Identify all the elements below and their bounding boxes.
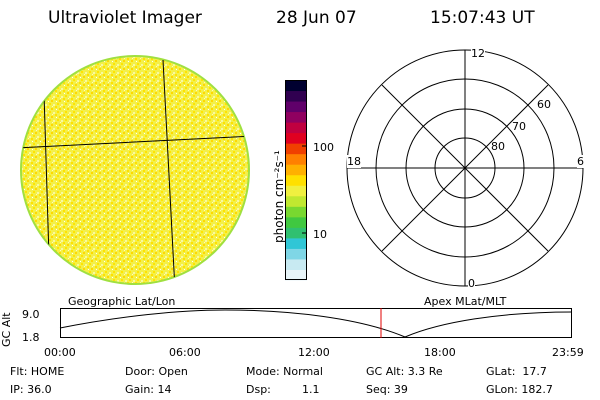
colorbar-unit-label: photon cm⁻²s⁻¹ bbox=[272, 150, 286, 243]
timeline-xtick: 00:00 bbox=[44, 346, 76, 359]
uv-earth-image bbox=[20, 55, 250, 285]
colorbar-segment bbox=[285, 269, 307, 281]
polar-plot bbox=[346, 49, 584, 287]
status-flt: Flt: HOME bbox=[10, 365, 65, 378]
colorbar-segment bbox=[285, 132, 307, 144]
instrument-title: Ultraviolet Imager bbox=[48, 8, 202, 28]
colorbar-frame bbox=[285, 80, 307, 280]
status-glat: GLat: 17.7 bbox=[486, 365, 547, 378]
colorbar-segment bbox=[285, 153, 307, 165]
colorbar-tick-10: 10 bbox=[313, 228, 327, 241]
status-dsp-value: 1.1 bbox=[302, 383, 320, 396]
timeline-title-geographic: Geographic Lat/Lon bbox=[68, 295, 176, 308]
status-seq: Seq: 39 bbox=[366, 383, 408, 396]
colorbar-segment bbox=[285, 227, 307, 239]
mlt-label-12: 12 bbox=[471, 47, 485, 60]
time-label: 15:07:43 UT bbox=[430, 8, 535, 28]
colorbar-tick-100: 100 bbox=[313, 141, 334, 154]
status-ip: IP: 36.0 bbox=[10, 383, 52, 396]
status-gc-alt: GC Alt: 3.3 Re bbox=[366, 365, 443, 378]
timeline-ytick-top: 9.0 bbox=[22, 308, 40, 321]
colorbar-segment bbox=[285, 164, 307, 176]
latitude-line bbox=[21, 135, 249, 149]
colorbar-segment bbox=[285, 216, 307, 228]
colorbar-segment bbox=[285, 90, 307, 102]
colorbar-segment bbox=[285, 237, 307, 249]
colorbar-segment bbox=[285, 122, 307, 134]
colorbar-segment bbox=[285, 101, 307, 113]
altitude-curve bbox=[59, 309, 573, 338]
timeline-xtick: 12:00 bbox=[298, 346, 330, 359]
mlt-label-18: 18 bbox=[347, 155, 361, 168]
mlt-label-0: 0 bbox=[468, 277, 475, 290]
colorbar-segment bbox=[285, 111, 307, 123]
date-label: 28 Jun 07 bbox=[276, 8, 357, 28]
timeline-title-apex: Apex MLat/MLT bbox=[424, 295, 507, 308]
colorbar-segment bbox=[285, 80, 307, 92]
timeline-xtick: 06:00 bbox=[169, 346, 201, 359]
lat-label-60: 60 bbox=[537, 98, 551, 111]
timeline-ylabel: GC Alt bbox=[0, 312, 13, 347]
colorbar-segment bbox=[285, 185, 307, 197]
status-glon: GLon: 182.7 bbox=[486, 383, 553, 396]
status-door: Door: Open bbox=[125, 365, 188, 378]
timeline-xtick: 18:00 bbox=[424, 346, 456, 359]
colorbar-segment bbox=[285, 258, 307, 270]
status-mode: Mode: Normal bbox=[246, 365, 323, 378]
colorbar-segment bbox=[285, 195, 307, 207]
polar-diagonal bbox=[381, 84, 549, 252]
colorbar-segment bbox=[285, 248, 307, 260]
status-dsp-label: Dsp: bbox=[246, 383, 271, 396]
timeline-ytick-bottom: 1.8 bbox=[22, 331, 40, 344]
status-gain: Gain: 14 bbox=[125, 383, 172, 396]
colorbar-segment bbox=[285, 206, 307, 218]
colorbar bbox=[285, 80, 307, 281]
timeline-frame bbox=[60, 308, 572, 338]
mlt-label-6: 6 bbox=[577, 155, 584, 168]
lat-label-80: 80 bbox=[491, 140, 505, 153]
disk-fill bbox=[22, 57, 248, 283]
colorbar-segment bbox=[285, 143, 307, 155]
colorbar-segment bbox=[285, 174, 307, 186]
lat-label-70: 70 bbox=[512, 120, 526, 133]
longitude-line bbox=[162, 59, 176, 284]
timeline-xtick: 23:59 bbox=[552, 346, 584, 359]
altitude-timeline-plot bbox=[59, 308, 573, 338]
